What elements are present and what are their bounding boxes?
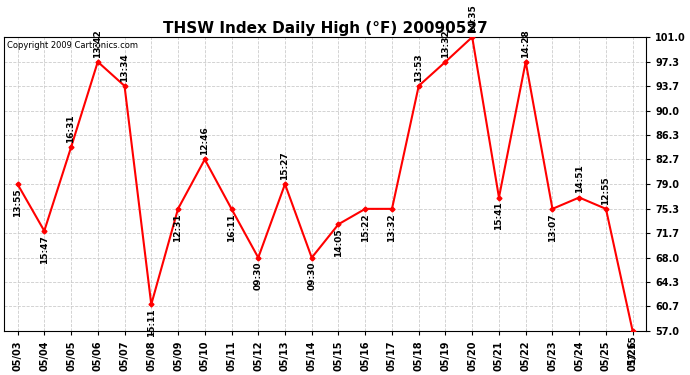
Text: 13:32: 13:32 bbox=[388, 213, 397, 242]
Text: 12:46: 12:46 bbox=[200, 126, 209, 155]
Text: 13:53: 13:53 bbox=[414, 53, 423, 82]
Text: 13:07: 13:07 bbox=[548, 213, 557, 242]
Text: 15:41: 15:41 bbox=[495, 202, 504, 230]
Text: 17:15: 17:15 bbox=[628, 335, 637, 364]
Text: 16:11: 16:11 bbox=[227, 213, 236, 242]
Text: 13:34: 13:34 bbox=[120, 53, 129, 82]
Text: 16:31: 16:31 bbox=[66, 115, 75, 143]
Text: 13:55: 13:55 bbox=[13, 188, 22, 217]
Text: 15:47: 15:47 bbox=[40, 235, 49, 264]
Text: 09:30: 09:30 bbox=[254, 262, 263, 290]
Text: 12:55: 12:55 bbox=[602, 176, 611, 205]
Text: 15:11: 15:11 bbox=[147, 309, 156, 337]
Text: 14:35: 14:35 bbox=[468, 4, 477, 33]
Text: 13:42: 13:42 bbox=[93, 29, 102, 58]
Text: 14:05: 14:05 bbox=[334, 228, 343, 257]
Text: Copyright 2009 Cartronics.com: Copyright 2009 Cartronics.com bbox=[8, 42, 139, 51]
Text: 15:27: 15:27 bbox=[281, 151, 290, 180]
Text: 12:31: 12:31 bbox=[173, 213, 183, 242]
Text: 15:22: 15:22 bbox=[361, 213, 370, 242]
Text: 14:28: 14:28 bbox=[521, 29, 530, 58]
Text: 13:32: 13:32 bbox=[441, 29, 450, 58]
Text: 09:30: 09:30 bbox=[307, 262, 316, 290]
Text: 14:51: 14:51 bbox=[575, 165, 584, 194]
Title: THSW Index Daily High (°F) 20090527: THSW Index Daily High (°F) 20090527 bbox=[163, 21, 488, 36]
